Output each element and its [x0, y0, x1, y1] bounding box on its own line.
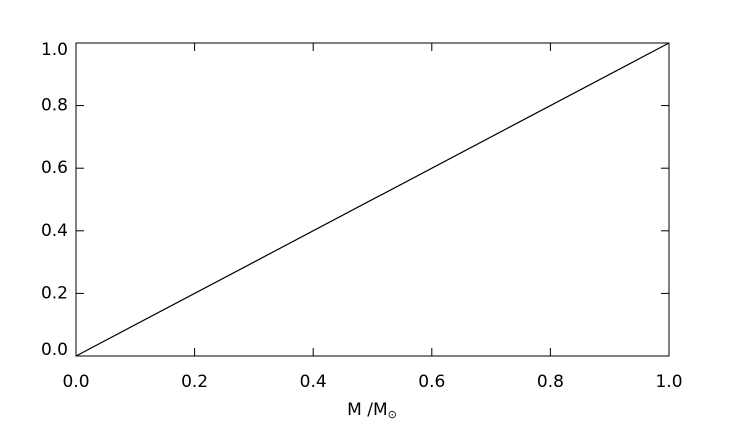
y-tick-label: 0.8	[41, 96, 68, 116]
line-series	[75, 42, 670, 357]
x-tick-label: 0.6	[418, 372, 445, 392]
y-tick-label: 1.0	[41, 40, 68, 60]
y-tick-label: 0.0	[41, 340, 68, 360]
y-tick-label: 0.4	[41, 221, 68, 241]
x-axis-label: M /M⊙	[347, 400, 397, 421]
x-tick-label: 0.2	[181, 372, 208, 392]
x-axis-label-subscript: ⊙	[388, 408, 397, 421]
x-tick-label: 0.8	[537, 372, 564, 392]
y-tick-label: 0.6	[41, 158, 68, 178]
x-tick-label: 1.0	[655, 372, 682, 392]
plot-frame	[75, 42, 670, 357]
y-tick-label: 0.2	[41, 283, 68, 303]
x-axis-label-main: M /M	[347, 400, 387, 420]
x-tick-label: 0.4	[300, 372, 327, 392]
x-tick-label: 0.0	[62, 372, 89, 392]
